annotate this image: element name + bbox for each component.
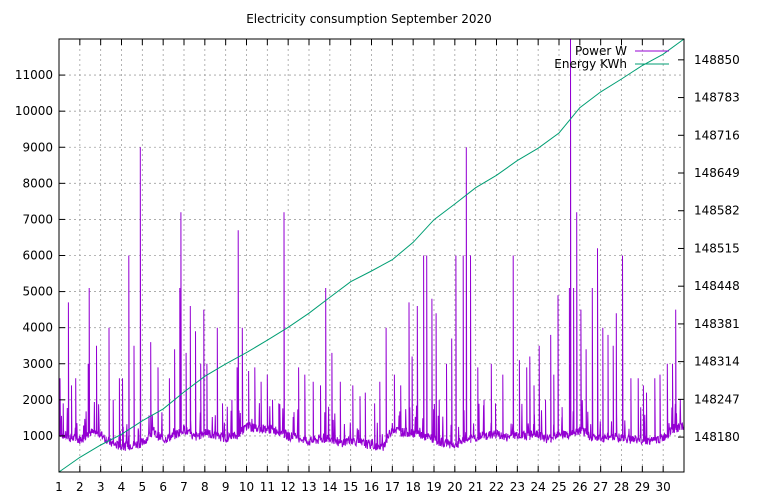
x-tick-label: 24 — [531, 480, 546, 494]
y-tick-label: 11000 — [15, 68, 53, 82]
y2-tick-label: 148381 — [694, 317, 740, 331]
x-tick-label: 17 — [385, 480, 400, 494]
x-tick-label: 14 — [322, 480, 337, 494]
x-tick-label: 6 — [159, 480, 167, 494]
x-tick-label: 23 — [510, 480, 525, 494]
y2-tick-label: 148448 — [694, 279, 740, 293]
plot-frame — [58, 38, 685, 473]
x-tick-label: 27 — [593, 480, 608, 494]
x-tick-label: 4 — [118, 480, 126, 494]
energy-line — [58, 38, 685, 473]
x-tick-label: 25 — [551, 480, 566, 494]
x-tick-label: 19 — [426, 480, 441, 494]
y-tick-label: 5000 — [22, 285, 53, 299]
y-tick-label: 2000 — [22, 393, 53, 407]
x-tick-label: 8 — [201, 480, 209, 494]
y2-tick-label: 148649 — [694, 166, 740, 180]
x-tick-label: 12 — [281, 480, 296, 494]
x-tick-label: 7 — [180, 480, 188, 494]
grid — [58, 39, 684, 472]
y2-tick-label: 148582 — [694, 204, 740, 218]
x-tick-label: 15 — [343, 480, 358, 494]
y-tick-label: 8000 — [22, 176, 53, 190]
power-series — [58, 38, 685, 451]
y-tick-label: 6000 — [22, 249, 53, 263]
y2-tick-label: 148716 — [694, 128, 740, 142]
y-tick-label: 3000 — [22, 357, 53, 371]
x-tick-label: 3 — [97, 480, 105, 494]
x-tick-label: 29 — [635, 480, 650, 494]
y2-axis: 148180 148247 148314 148381 148448 148515 1485… — [678, 53, 740, 444]
legend-energy-label: Energy KWh — [554, 57, 627, 71]
y-tick-label: 10000 — [15, 104, 53, 118]
y2-tick-label: 148850 — [694, 53, 740, 67]
x-tick-label: 9 — [222, 480, 230, 494]
y-tick-label: 9000 — [22, 140, 53, 154]
x-tick-label: 22 — [489, 480, 504, 494]
x-tick-label: 20 — [447, 480, 462, 494]
y2-tick-label: 148180 — [694, 430, 740, 444]
x-tick-label: 28 — [614, 480, 629, 494]
y2-tick-label: 148314 — [694, 355, 740, 369]
x-tick-label: 2 — [76, 480, 84, 494]
x-tick-label: 1 — [55, 480, 63, 494]
power-line — [58, 38, 685, 451]
x-tick-label: 5 — [139, 480, 147, 494]
x-tick-label: 10 — [239, 480, 254, 494]
x-tick-label: 16 — [364, 480, 379, 494]
chart-title: Electricity consumption September 2020 — [246, 12, 492, 26]
x-tick-label: 21 — [468, 480, 483, 494]
y-tick-label: 1000 — [22, 429, 53, 443]
y2-tick-label: 148515 — [694, 241, 740, 255]
y-axis: 1000 2000 3000 4000 5000 6000 7000 8000 9000 1000… — [15, 68, 65, 443]
x-axis: 1 2 3 4 5 6 7 8 9 10 11 12 13 14 15 16 17 18 19 20 21 22 23 24 2… — [55, 39, 671, 494]
x-tick-label: 30 — [656, 480, 671, 494]
y-tick-label: 4000 — [22, 321, 53, 335]
x-tick-label: 26 — [572, 480, 587, 494]
legend: Power W Energy KWh — [554, 44, 669, 71]
y-tick-label: 7000 — [22, 212, 53, 226]
x-tick-label: 11 — [260, 480, 275, 494]
legend-power-label: Power W — [575, 44, 627, 58]
x-tick-label: 18 — [406, 480, 421, 494]
y2-tick-label: 148783 — [694, 91, 740, 105]
x-tick-label: 13 — [301, 480, 316, 494]
y2-tick-label: 148247 — [694, 392, 740, 406]
energy-series — [58, 38, 685, 473]
